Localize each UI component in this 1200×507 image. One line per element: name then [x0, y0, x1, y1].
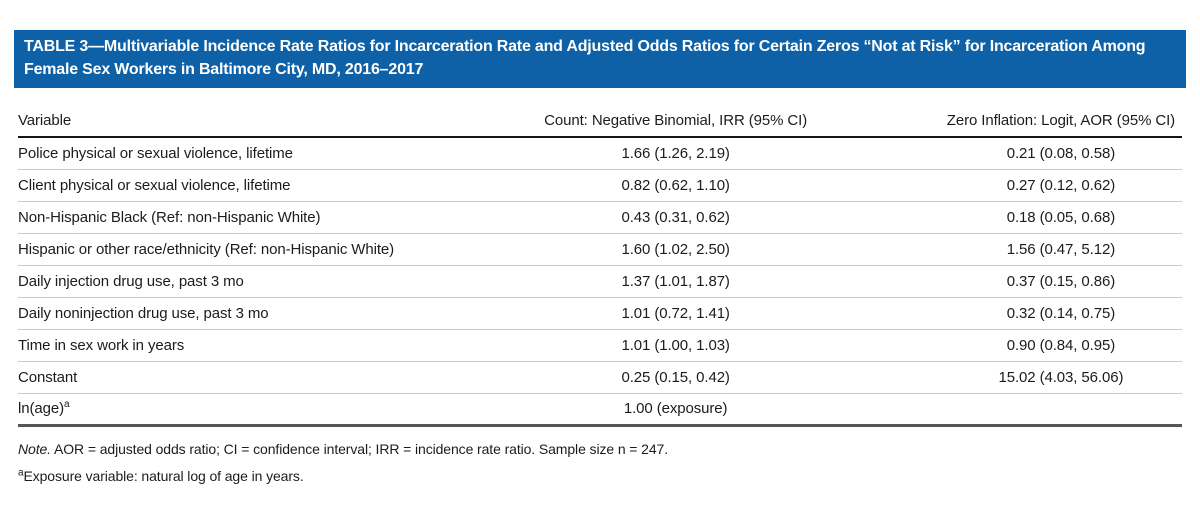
aor-value: 0.90 (0.84, 0.95)	[939, 329, 1182, 362]
table-row: Police physical or sexual violence, life…	[18, 137, 1182, 170]
irr-value: 1.00 (exposure)	[411, 393, 940, 427]
aor-value: 1.56 (0.47, 5.12)	[939, 233, 1182, 266]
aor-value: 0.21 (0.08, 0.58)	[939, 137, 1182, 170]
variable-label: Time in sex work in years	[18, 336, 185, 354]
variable-label: Constant	[18, 368, 78, 386]
aor-value	[939, 393, 1182, 427]
table-body: Police physical or sexual violence, life…	[18, 137, 1182, 427]
variable-label: Daily noninjection drug use, past 3 mo	[18, 304, 269, 322]
variable-label: Client physical or sexual violence, life…	[18, 176, 291, 194]
footnote-line: aExposure variable: natural log of age i…	[18, 467, 1182, 486]
variable-cell: Constant	[18, 361, 412, 394]
aor-value: 0.37 (0.15, 0.86)	[939, 265, 1182, 298]
results-table: Variable Count: Negative Binomial, IRR (…	[18, 104, 1182, 427]
irr-value: 1.37 (1.01, 1.87)	[411, 265, 940, 298]
variable-label: Daily injection drug use, past 3 mo	[18, 272, 244, 290]
variable-cell: ln(age)a	[18, 393, 412, 427]
table-title: TABLE 3—Multivariable Incidence Rate Rat…	[24, 38, 1146, 78]
aor-value: 0.32 (0.14, 0.75)	[939, 297, 1182, 330]
footnote-marker: a	[64, 399, 70, 411]
variable-cell: Client physical or sexual violence, life…	[18, 169, 412, 202]
variable-cell: Non-Hispanic Black (Ref: non-Hispanic Wh…	[18, 201, 412, 234]
irr-value: 1.66 (1.26, 2.19)	[411, 137, 940, 170]
table-row: Non-Hispanic Black (Ref: non-Hispanic Wh…	[18, 201, 1182, 234]
note-text: AOR = adjusted odds ratio; CI = confiden…	[54, 440, 669, 457]
variable-cell: Time in sex work in years	[18, 329, 412, 362]
footnote-a-text: Exposure variable: natural log of age in…	[23, 467, 304, 484]
aor-value: 0.18 (0.05, 0.68)	[939, 201, 1182, 234]
table-row: Daily injection drug use, past 3 mo 1.37…	[18, 265, 1182, 298]
table-row: Hispanic or other race/ethnicity (Ref: n…	[18, 233, 1182, 266]
variable-cell: Police physical or sexual violence, life…	[18, 137, 412, 170]
column-header-count-irr: Count: Negative Binomial, IRR (95% CI)	[411, 104, 940, 139]
table-row: Client physical or sexual violence, life…	[18, 169, 1182, 202]
table-title-bar: TABLE 3—Multivariable Incidence Rate Rat…	[14, 30, 1186, 89]
irr-value: 0.43 (0.31, 0.62)	[411, 201, 940, 234]
irr-value: 0.25 (0.15, 0.42)	[411, 361, 940, 394]
table-row: Daily noninjection drug use, past 3 mo 1…	[18, 297, 1182, 330]
note-label: Note.	[18, 440, 51, 457]
variable-label: ln(age)	[18, 400, 64, 418]
column-header-variable: Variable	[18, 104, 412, 139]
aor-value: 15.02 (4.03, 56.06)	[939, 361, 1182, 394]
table-row: Time in sex work in years 1.01 (1.00, 1.…	[18, 329, 1182, 362]
variable-label: Non-Hispanic Black (Ref: non-Hispanic Wh…	[18, 208, 321, 226]
note-line: Note. AOR = adjusted odds ratio; CI = co…	[18, 440, 1182, 459]
variable-label: Hispanic or other race/ethnicity (Ref: n…	[18, 240, 395, 258]
page: TABLE 3—Multivariable Incidence Rate Rat…	[14, 30, 1186, 486]
variable-label: Police physical or sexual violence, life…	[18, 145, 293, 163]
irr-value: 1.60 (1.02, 2.50)	[411, 233, 940, 266]
header-row: Variable Count: Negative Binomial, IRR (…	[18, 104, 1182, 139]
aor-value: 0.27 (0.12, 0.62)	[939, 169, 1182, 202]
irr-value: 0.82 (0.62, 1.10)	[411, 169, 940, 202]
variable-cell: Hispanic or other race/ethnicity (Ref: n…	[18, 233, 412, 266]
variable-cell: Daily injection drug use, past 3 mo	[18, 265, 412, 298]
table-notes: Note. AOR = adjusted odds ratio; CI = co…	[18, 440, 1182, 486]
variable-cell: Daily noninjection drug use, past 3 mo	[18, 297, 412, 330]
footnote-a-marker: a	[18, 467, 24, 479]
table-row: Constant 0.25 (0.15, 0.42) 15.02 (4.03, …	[18, 361, 1182, 394]
table-row: ln(age)a 1.00 (exposure)	[18, 393, 1182, 427]
column-header-zero-inflation-aor: Zero Inflation: Logit, AOR (95% CI)	[939, 104, 1182, 139]
irr-value: 1.01 (1.00, 1.03)	[411, 329, 940, 362]
irr-value: 1.01 (0.72, 1.41)	[411, 297, 940, 330]
